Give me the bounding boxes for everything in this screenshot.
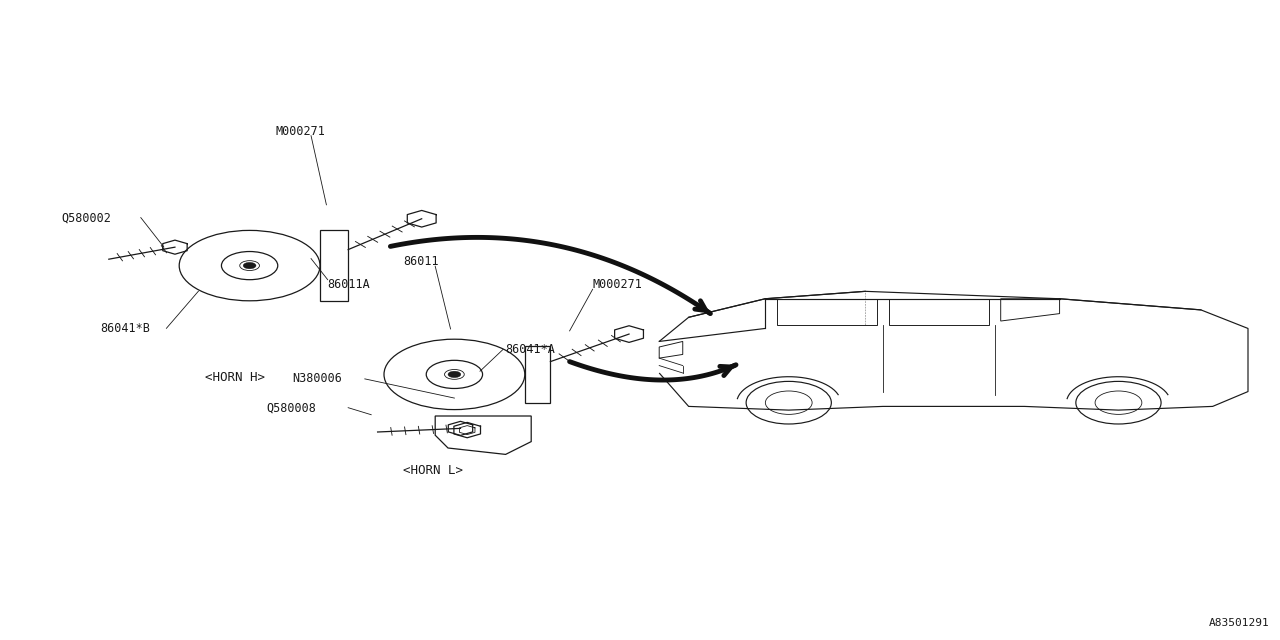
Text: <HORN L>: <HORN L>	[403, 464, 463, 477]
Text: <HORN H>: <HORN H>	[205, 371, 265, 384]
Circle shape	[448, 371, 461, 378]
Bar	[525, 346, 550, 403]
Text: Q580008: Q580008	[266, 401, 316, 414]
Text: 86041*B: 86041*B	[100, 322, 150, 335]
Text: Q580002: Q580002	[61, 211, 111, 224]
Text: 86011: 86011	[403, 255, 439, 268]
Text: 86041*A: 86041*A	[506, 343, 556, 356]
Circle shape	[243, 262, 256, 269]
Text: M000271: M000271	[275, 125, 325, 138]
Bar	[320, 230, 348, 301]
Text: N380006: N380006	[292, 372, 342, 385]
Text: A83501291: A83501291	[1210, 618, 1270, 628]
Text: 86011A: 86011A	[328, 278, 370, 291]
Text: M000271: M000271	[593, 278, 643, 291]
